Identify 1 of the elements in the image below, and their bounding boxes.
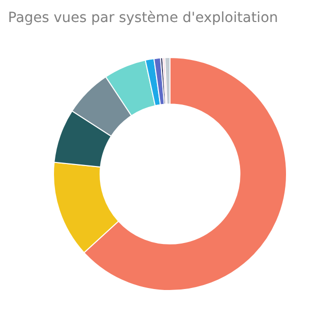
chart-title: Pages vues par système d'exploitation [8,10,278,26]
